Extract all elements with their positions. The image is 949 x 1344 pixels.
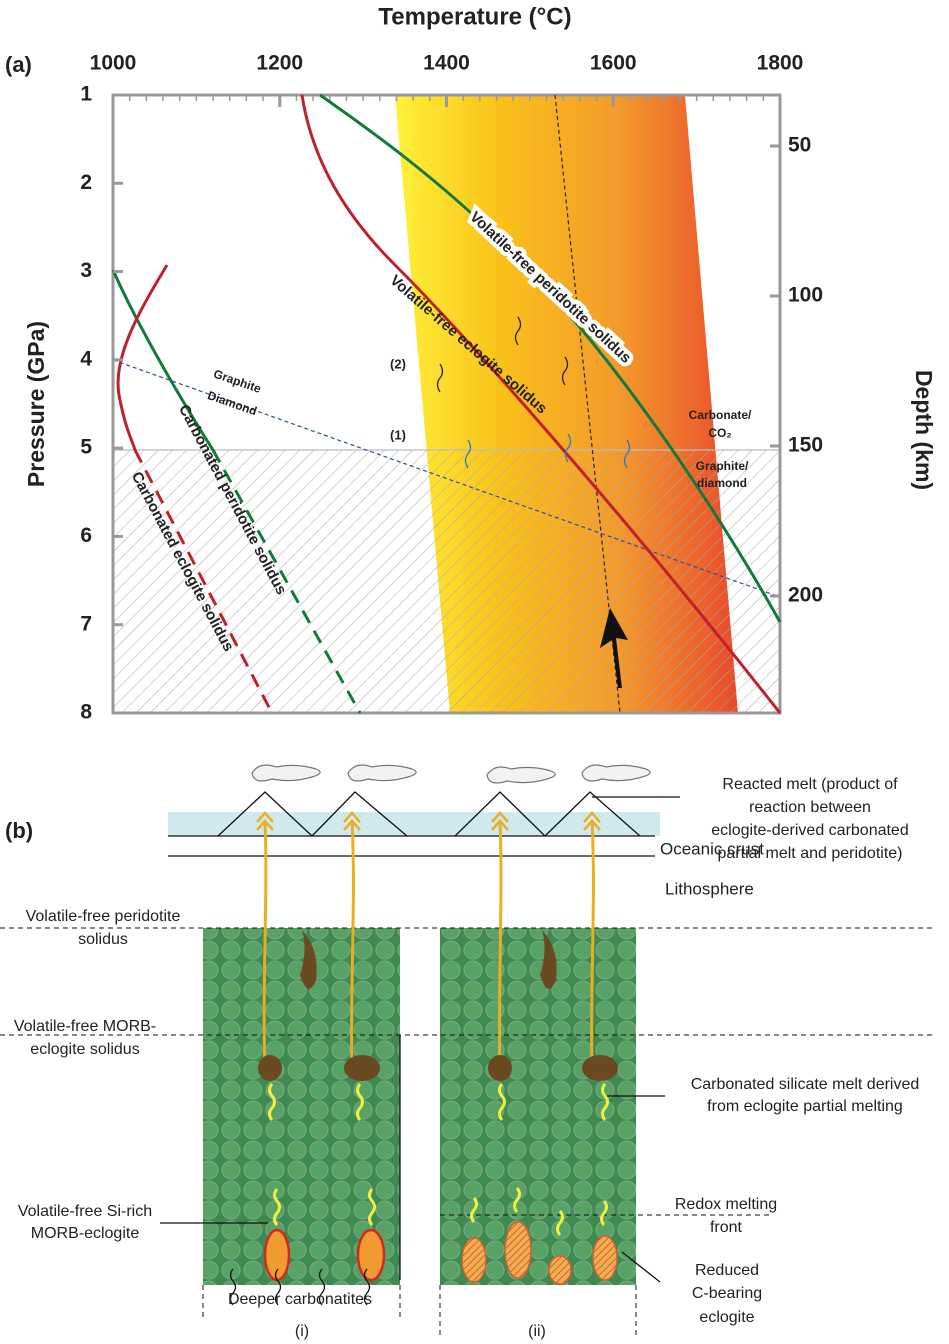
- label: MORB-eclogite: [31, 1225, 140, 1242]
- label: front: [710, 1219, 743, 1236]
- y-tick-label: 4: [80, 347, 92, 370]
- x-axis-title: Temperature (°C): [378, 3, 571, 30]
- annotation: diamond: [697, 476, 747, 490]
- y-tick-label: 3: [80, 259, 92, 282]
- label: Volatile-free Si-rich: [18, 1203, 152, 1220]
- y-tick-label: 7: [80, 612, 92, 635]
- y-tick-label: 5: [80, 436, 92, 459]
- label: Lithosphere: [665, 879, 754, 898]
- panel-label: (b): [5, 818, 33, 843]
- y-axis-title: Pressure (GPa): [23, 321, 49, 487]
- label: Volatile-free peridotite: [26, 908, 181, 925]
- x-tick-label: 1200: [256, 52, 303, 75]
- label: solidus: [78, 931, 128, 948]
- annotation: (2): [390, 356, 406, 371]
- label: eclogite solidus: [30, 1041, 139, 1058]
- label: Reacted melt (product of: [722, 776, 898, 793]
- label: from eclogite partial melting: [707, 1098, 903, 1115]
- label: Volatile-free MORB-: [14, 1018, 156, 1035]
- label: C-bearing: [692, 1285, 762, 1302]
- label: Carbonated silicate melt derived: [691, 1076, 920, 1093]
- label: Deeper carbonatites: [228, 1291, 372, 1308]
- y2-axis-title: Depth (km): [911, 370, 937, 490]
- x-tick-label: 1800: [757, 52, 804, 75]
- y-tick-label: 1: [80, 83, 92, 106]
- hatched-region: [113, 450, 780, 713]
- annotation: Graphite/: [696, 459, 749, 473]
- label: (ii): [528, 1323, 546, 1340]
- label: eclogite: [699, 1309, 754, 1326]
- y-tick-label: 2: [80, 171, 92, 194]
- x-tick-label: 1400: [423, 52, 470, 75]
- y2-tick-label: 50: [788, 134, 811, 157]
- y2-tick-label: 150: [788, 434, 823, 457]
- carbonated-eclogite-solidus: [118, 265, 167, 450]
- y2-tick-label: 200: [788, 584, 823, 607]
- label: eclogite-derived carbonated: [711, 822, 908, 839]
- panel-label: (a): [5, 52, 32, 77]
- label: reaction between: [749, 799, 871, 816]
- annotation: Carbonate/: [689, 408, 752, 422]
- x-tick-label: 1600: [590, 52, 637, 75]
- eruption-clouds: [252, 765, 650, 783]
- figure: Temperature (°C) (a) Pressure (GPa) Dept…: [0, 0, 949, 1344]
- ocean-band: [168, 812, 660, 836]
- annotation: (1): [390, 427, 406, 442]
- annotation: CO₂: [708, 426, 731, 440]
- y2-tick-label: 100: [788, 284, 823, 307]
- y-tick-label: 8: [80, 701, 92, 724]
- y-tick-label: 6: [80, 524, 92, 547]
- x-tick-label: 1000: [90, 52, 137, 75]
- label: Reduced: [695, 1262, 759, 1279]
- label: partial melt and peridotite): [718, 845, 903, 862]
- label: Redox melting: [675, 1196, 777, 1213]
- label: (i): [295, 1323, 309, 1340]
